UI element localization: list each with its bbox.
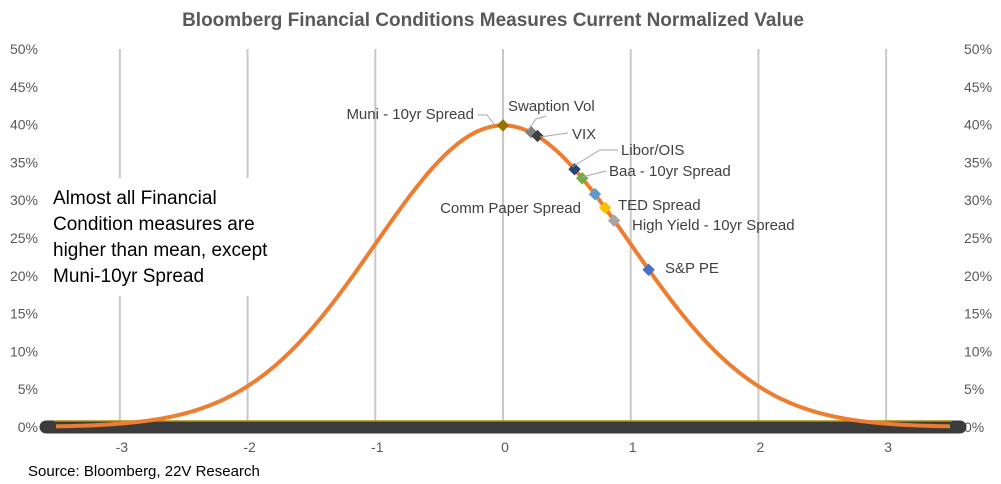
y-tick-left: 25% xyxy=(10,230,38,246)
annotation-line: Muni-10yr Spread xyxy=(53,266,204,287)
grid xyxy=(118,49,888,427)
y-tick-left: 30% xyxy=(10,192,38,208)
point-label-swaption-vol: Swaption Vol xyxy=(508,98,595,115)
y-tick-right: 5% xyxy=(964,381,984,397)
point-label-high-yield-10yr-spread: High Yield - 10yr Spread xyxy=(632,217,795,234)
point-label-comm-paper-spread: Comm Paper Spread xyxy=(440,200,581,217)
leader-line-vix xyxy=(539,132,569,138)
point-label-muni-10yr-spread: Muni - 10yr Spread xyxy=(346,106,474,123)
x-tick: 1 xyxy=(629,439,637,455)
y-tick-left: 0% xyxy=(18,419,38,435)
chart-title: Bloomberg Financial Conditions Measures … xyxy=(182,10,804,31)
point-ted-spread xyxy=(588,187,602,201)
point-muni-10yr-spread xyxy=(496,119,510,132)
annotation-line: Condition measures are xyxy=(53,214,255,235)
annotation-background xyxy=(48,178,298,296)
y-tick-right: 25% xyxy=(964,230,992,246)
x-tick: -3 xyxy=(116,439,129,455)
y-tick-left: 10% xyxy=(10,343,38,359)
point-comm-paper-spread xyxy=(598,201,612,214)
point-label-s-p-pe: S&P PE xyxy=(665,260,719,277)
x-tick: 2 xyxy=(757,439,765,455)
point-label-libor-ois: Libor/OIS xyxy=(621,142,684,159)
y-tick-left: 45% xyxy=(10,79,38,95)
y-axis-left: 0% 5% 10% 15% 20% 25% 30% 35% 40% 45% 50% xyxy=(10,41,38,435)
y-tick-right: 45% xyxy=(964,79,992,95)
x-tick: -1 xyxy=(371,439,384,455)
y-tick-left: 35% xyxy=(10,154,38,170)
y-tick-right: 20% xyxy=(964,268,992,284)
leader-line-muni-10yr-spread xyxy=(478,114,495,125)
y-tick-right: 0% xyxy=(964,419,984,435)
annotation-note: Almost all Financial Condition measures a… xyxy=(48,178,298,296)
y-tick-left: 40% xyxy=(10,117,38,133)
y-tick-right: 40% xyxy=(964,117,992,133)
point-s-p-pe xyxy=(642,263,655,276)
y-tick-right: 35% xyxy=(964,154,992,170)
point-high-yield-10yr-spread xyxy=(607,214,621,227)
y-tick-left: 15% xyxy=(10,306,38,322)
point-libor-ois xyxy=(568,162,581,176)
point-label-baa-10yr-spread: Baa - 10yr Spread xyxy=(609,163,731,180)
data-points: Muni - 10yr Spread Swaption Vol VIX Libor/O… xyxy=(346,98,794,277)
source-note: Source: Bloomberg, 22V Research xyxy=(28,463,260,480)
annotation-line: Almost all Financial xyxy=(53,188,217,209)
point-label-vix: VIX xyxy=(572,126,596,143)
annotation-line: higher than mean, except xyxy=(53,240,268,261)
point-vix xyxy=(531,129,544,143)
y-tick-right: 10% xyxy=(964,343,992,359)
leader-line-baa-10yr-spread xyxy=(581,170,607,178)
leader-line-libor-ois xyxy=(571,149,618,168)
leader-line-swaption-vol xyxy=(527,115,547,131)
x-tick: 0 xyxy=(501,439,509,455)
x-tick: 3 xyxy=(884,439,892,455)
y-tick-left: 5% xyxy=(18,381,38,397)
y-tick-right: 15% xyxy=(964,306,992,322)
y-axis-right: 0% 5% 10% 15% 20% 25% 30% 35% 40% 45% 50% xyxy=(964,41,992,435)
y-tick-right: 50% xyxy=(964,41,992,57)
x-axis: -3 -2 -1 0 1 2 3 xyxy=(116,439,893,455)
x-tick: -2 xyxy=(243,439,256,455)
point-label-ted-spread: TED Spread xyxy=(618,197,701,214)
y-tick-right: 30% xyxy=(964,192,992,208)
y-tick-left: 50% xyxy=(10,41,38,57)
y-tick-left: 20% xyxy=(10,268,38,284)
